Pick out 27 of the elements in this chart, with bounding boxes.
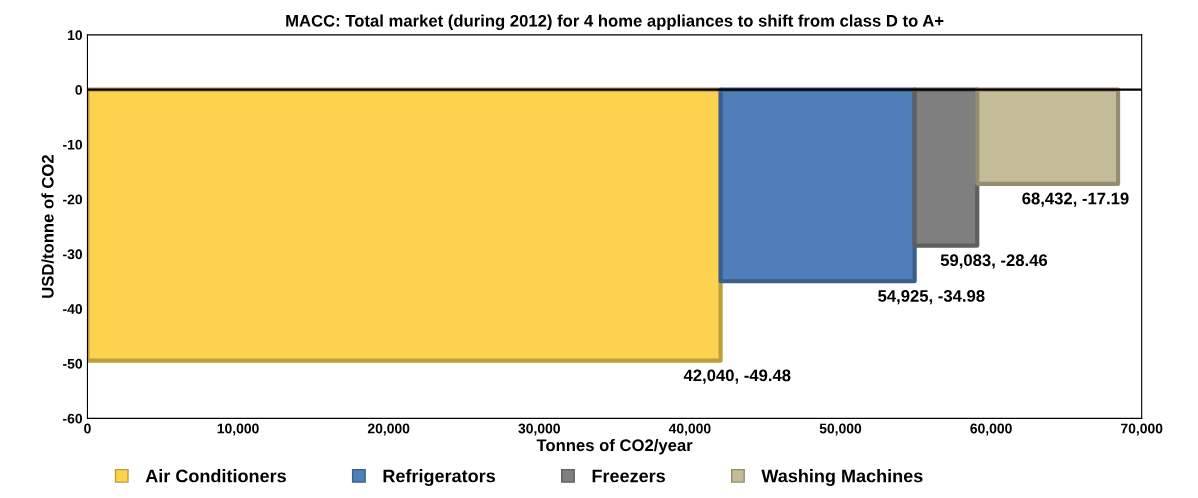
legend-label: Freezers — [592, 469, 665, 483]
x-tick-label: 20,000 — [367, 423, 410, 436]
y-tick-label: -50 — [63, 358, 83, 369]
annotation: 54,925, -34.98 — [878, 290, 985, 305]
legend-label: Washing Machines — [761, 469, 923, 486]
y-tick-label: 0 — [75, 84, 83, 95]
annotation: 59,083, -28.46 — [940, 254, 1048, 269]
x-tick-label: 10,000 — [217, 423, 259, 436]
y-tick-label: -40 — [63, 304, 83, 314]
x-tick-label: 60,000 — [970, 423, 1012, 436]
y-tick-label: -20 — [63, 194, 83, 205]
x-tick-label: 40,000 — [668, 423, 711, 436]
x-tick-label: 50,000 — [819, 423, 862, 436]
x-tick-label: 70,000 — [1121, 423, 1163, 436]
y-axis-title: USD/tonne of CO2 — [41, 155, 54, 298]
y-tick-label: 10 — [68, 30, 83, 41]
y-tick-label: -60 — [63, 413, 83, 424]
annotation: 42,040, -49.48 — [683, 369, 791, 384]
x-tick-label: 30,000 — [518, 423, 560, 436]
x-tick-label: 0 — [84, 423, 91, 434]
y-tick-label: -10 — [63, 139, 83, 150]
x-axis-title: Tonnes of CO2/year — [536, 438, 693, 455]
chart-title: MACC: Total market (during 2012) for 4 home appliances to shift from class D to A+ — [286, 14, 944, 31]
annotation: 68,432, -17.19 — [1022, 192, 1129, 207]
y-tick-label: -30 — [63, 249, 83, 260]
legend-label: Refrigerators — [383, 469, 495, 486]
legend-label: Air Conditioners — [145, 469, 286, 483]
